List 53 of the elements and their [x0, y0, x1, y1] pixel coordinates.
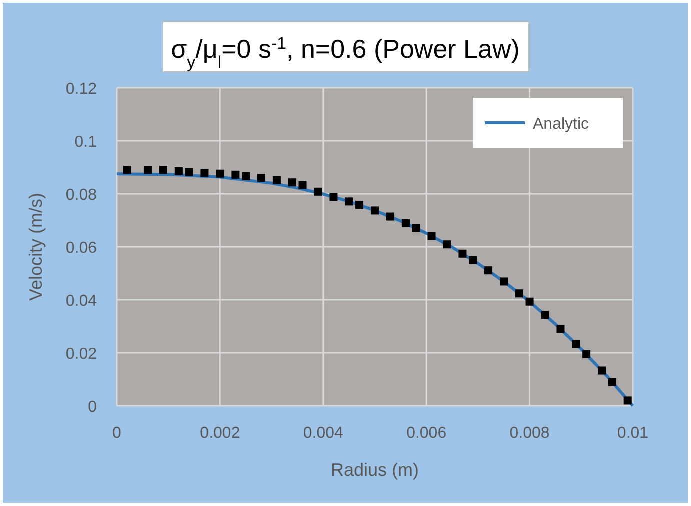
x-tick-label: 0.008 [510, 425, 550, 442]
point [469, 256, 478, 264]
point [288, 178, 296, 187]
point [526, 298, 534, 306]
point [412, 224, 420, 232]
chart-title: σ$_{y}$/μ$_{l}$=0 s$^{-1}$, n=0.6 (Power Law) [171, 34, 520, 72]
point [443, 240, 452, 249]
y-tick-label: 0.1 [74, 134, 98, 151]
point [572, 340, 580, 348]
point [582, 350, 591, 358]
x-tick-label: 0.01 [617, 425, 649, 442]
y-tick-label: 0.02 [66, 346, 98, 363]
point [330, 193, 338, 202]
point [159, 166, 168, 174]
point [200, 169, 209, 178]
point [257, 174, 266, 182]
point [484, 266, 493, 275]
point [345, 198, 354, 206]
point [624, 396, 632, 405]
y-axis-title: Velocity (m/s) [26, 192, 46, 302]
point [298, 181, 307, 190]
point [541, 311, 550, 320]
point [272, 176, 281, 184]
point [371, 206, 379, 215]
point [428, 232, 436, 240]
point [356, 201, 364, 210]
x-tick-label: 0.004 [303, 425, 344, 442]
point [185, 168, 194, 176]
x-axis-title: Radius (m) [330, 460, 420, 480]
point [123, 166, 132, 174]
point [515, 290, 524, 298]
y-tick-label: 0.04 [66, 293, 98, 310]
point [500, 278, 508, 286]
legend-label: Analytic [533, 116, 590, 133]
x-tick-label: 0 [112, 425, 122, 442]
x-tick-label: 0.006 [406, 425, 447, 442]
point [402, 219, 410, 228]
point [174, 167, 183, 176]
point [232, 170, 240, 179]
point [314, 188, 322, 196]
point [216, 170, 224, 178]
y-tick-label: 0.08 [66, 187, 98, 204]
point [386, 212, 394, 221]
x-tick-label: 0.002 [200, 425, 240, 442]
y-tick-label: 0.06 [66, 240, 98, 257]
point [598, 366, 606, 375]
y-tick-label: 0 [88, 399, 98, 416]
y-tick-label: 0.12 [66, 81, 98, 98]
point [458, 250, 467, 258]
point [608, 378, 616, 386]
point [144, 166, 152, 174]
point [556, 325, 565, 334]
point [242, 172, 250, 181]
